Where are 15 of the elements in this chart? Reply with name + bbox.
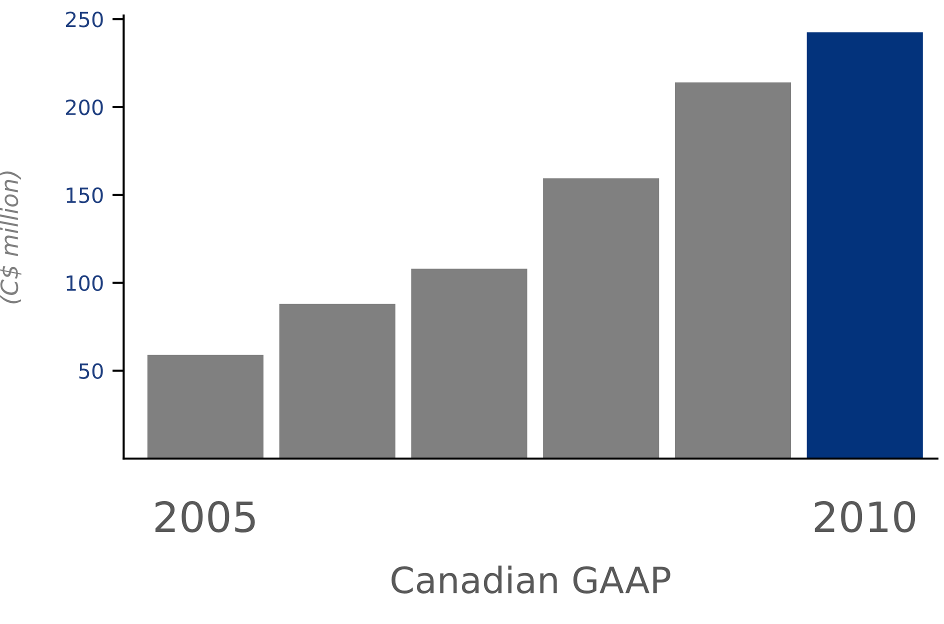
y-tick-label: 250 [66, 12, 103, 28]
bar [411, 268, 528, 459]
x-axis-title: Canadian GAAP [392, 566, 670, 594]
y-tick-label: 50 [79, 363, 103, 379]
bar [147, 354, 264, 459]
bar [543, 178, 660, 459]
bar [279, 304, 396, 459]
y-tick-label: 100 [66, 275, 103, 292]
bar [674, 82, 791, 459]
x-tick-label: 2010 [814, 501, 916, 533]
bar [806, 32, 923, 459]
y-tick-label: 200 [66, 99, 103, 116]
x-tick-label: 2005 [155, 501, 255, 533]
y-tick-label: 150 [66, 187, 103, 204]
y-axis-title: (C$ million) [0, 171, 22, 304]
